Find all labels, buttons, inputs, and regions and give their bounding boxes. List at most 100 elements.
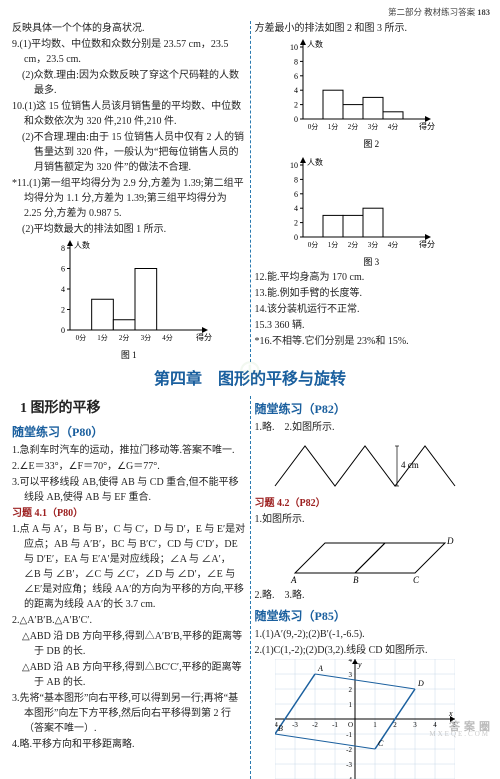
q12: 12.能.平均身高为 170 cm. [255, 270, 489, 285]
svg-text:人数: 人数 [307, 39, 323, 49]
r-r1: 1.略. 2.如图所示. [255, 420, 489, 435]
svg-text:2: 2 [294, 219, 298, 228]
chart-2: 0246810人数0分1分2分3分4分得分 [275, 37, 435, 137]
suitang-p82: 随堂练习（P82） [255, 400, 489, 418]
svg-text:0分: 0分 [307, 240, 318, 249]
coordinate-grid: -4-3-2-112345-4-3-2-11234xyOABCD [275, 659, 455, 779]
section-name: 图形的平移 [31, 401, 101, 416]
lower-left-col: 1 图形的平移 随堂练习（P80） 1.急刹车时汽车的运动，推拉门移动等.答案不… [8, 396, 250, 779]
zigzag-label: 4 cm [401, 460, 419, 470]
svg-text:1分: 1分 [97, 333, 108, 342]
svg-text:2: 2 [393, 721, 397, 729]
svg-text:y: y [357, 660, 362, 669]
page-header: 第二部分 教材练习答案 183 [0, 0, 500, 21]
q10-1: 10.(1)这 15 位销售人员该月销售量的平均数、中位数和众数依次为 320 … [12, 99, 246, 129]
suitang-p80: 随堂练习（P80） [12, 423, 246, 441]
svg-text:O: O [348, 721, 353, 729]
parallelogram-figure: A B C D [265, 528, 465, 588]
variance-intro: 方差最小的排法如图 2 和图 3 所示. [255, 21, 489, 36]
q14: 14.该分装机运行不正常. [255, 302, 489, 317]
svg-text:C: C [413, 575, 420, 585]
svg-text:2分: 2分 [347, 240, 358, 249]
q11-1: *11.(1)第一组平均得分为 2.9 分,方差为 1.39;第二组平均得分为 … [12, 176, 246, 221]
l-t1: 1.点 A 与 A′，B 与 B′，C 与 C′，D 与 D′，E 与 E′是对… [12, 522, 246, 612]
svg-text:1分: 1分 [327, 240, 338, 249]
svg-text:2分: 2分 [347, 122, 358, 131]
svg-text:0: 0 [61, 326, 65, 335]
svg-text:0: 0 [294, 115, 298, 124]
part-label: 第二部分 [388, 7, 422, 17]
svg-text:2分: 2分 [119, 333, 129, 342]
svg-text:8: 8 [61, 244, 65, 253]
l-t3: 3.先将“基本图形”向右平移,可以得到另一行;再将“基本图形”向左下方平移,然后… [12, 691, 246, 736]
svg-text:B: B [278, 724, 283, 733]
l-t2: 2.△A′B′B.△A′B′C′. [12, 613, 246, 628]
page-number: 183 [477, 7, 490, 17]
r-r3: 2.略. 3.略. [255, 588, 489, 603]
r-r5: 2.(1)C(1,-2);(2)D(3,2).线段 CD 如图所示. [255, 643, 489, 658]
l-t2b: △ABD 沿 AB 方向平移,得到△BC′C′,平移的距离等于 AB 的长. [12, 660, 246, 690]
q10-2: (2)不合理.理由:由于 15 位销售人员中仅有 2 人的销售量达到 320 件… [12, 130, 246, 175]
svg-text:-1: -1 [332, 721, 338, 729]
q9-2: (2)众数.理由:因为众数反映了穿这个尺码鞋的人数最多. [12, 68, 246, 98]
svg-text:4: 4 [61, 285, 65, 294]
q13: 13.能.例如手臂的长度等. [255, 286, 489, 301]
r-r4: 1.(1)A′(9,-2);(2)B′(-1,-6.5). [255, 627, 489, 642]
svg-text:6: 6 [294, 190, 298, 199]
title-label: 教材练习答案 [424, 7, 475, 17]
svg-text:3分: 3分 [141, 333, 152, 342]
svg-text:2: 2 [61, 305, 65, 314]
svg-text:3: 3 [348, 671, 352, 679]
svg-text:-2: -2 [346, 746, 352, 754]
svg-text:D: D [446, 536, 454, 546]
svg-text:4: 4 [294, 86, 298, 95]
reflect-line: 反映具体一个个体的身高状况. [12, 21, 246, 36]
svg-text:4分: 4分 [162, 333, 173, 342]
xiti-42: 习题 4.2（P82） [255, 496, 489, 511]
chart1-caption: 图 1 [12, 349, 246, 363]
q16: *16.不相等.它们分别是 23%和 15%. [255, 334, 489, 349]
svg-text:-1: -1 [346, 731, 352, 739]
xiti-41: 习题 4.1（P80） [12, 506, 246, 521]
svg-text:A: A [317, 664, 323, 673]
svg-text:0分: 0分 [307, 122, 318, 131]
svg-text:4: 4 [294, 204, 298, 213]
svg-text:2: 2 [348, 686, 352, 694]
svg-text:0分: 0分 [76, 333, 87, 342]
q11-2: (2)平均数最大的排法如图 1 所示. [12, 222, 246, 237]
l-t2a: △ABD 沿 DB 方向平移,得到△A′B′B,平移的距离等于 DB 的长. [12, 629, 246, 659]
svg-text:0: 0 [294, 233, 298, 242]
l-l3: 3.可以平移线段 AB,使得 AB 与 CD 重合,但不能平移线段 AB,使得 … [12, 475, 246, 505]
r-r2: 1.如图所示. [255, 512, 489, 527]
section-title: 1 图形的平移 [20, 398, 246, 419]
q9-1: 9.(1)平均数、中位数和众数分别是 23.57 cm，23.5 cm，23.5… [12, 37, 246, 67]
svg-text:8: 8 [294, 176, 298, 185]
svg-text:B: B [353, 575, 359, 585]
zigzag-figure: 4 cm [265, 436, 465, 496]
svg-text:4分: 4分 [387, 122, 398, 131]
chart3-caption: 图 3 [255, 256, 489, 270]
svg-text:人数: 人数 [74, 240, 90, 250]
chapter-title: 第四章 图形的平移与旋转 [0, 368, 500, 392]
upper-block: 反映具体一个个体的身高状况. 9.(1)平均数、中位数和众数分别是 23.57 … [0, 21, 500, 363]
svg-text:D: D [417, 679, 424, 688]
l-l2: 2.∠E＝33°，∠F＝70°，∠G＝77°. [12, 459, 246, 474]
suitang-p85: 随堂练习（P85） [255, 607, 489, 625]
svg-text:10: 10 [290, 161, 298, 170]
svg-text:1: 1 [348, 701, 352, 709]
svg-text:8: 8 [294, 57, 298, 66]
section-num: 1 [20, 401, 27, 416]
upper-left-col: 反映具体一个个体的身高状况. 9.(1)平均数、中位数和众数分别是 23.57 … [8, 21, 250, 363]
svg-text:1: 1 [373, 721, 377, 729]
svg-text:得分: 得分 [196, 332, 212, 342]
svg-text:3分: 3分 [367, 240, 378, 249]
svg-text:得分: 得分 [419, 239, 435, 249]
q15: 15.3 360 辆. [255, 318, 489, 333]
svg-text:4分: 4分 [387, 240, 398, 249]
upper-right-col: 方差最小的排法如图 2 和图 3 所示. 0 2 4 6 8 10 人数 0分 1分 2分 3分 4分… [251, 21, 493, 363]
l-l1: 1.急刹车时汽车的运动，推拉门移动等.答案不唯一. [12, 443, 246, 458]
l-t4: 4.略.平移方向和平移距离略. [12, 737, 246, 752]
svg-text:2: 2 [294, 100, 298, 109]
svg-text:-3: -3 [346, 761, 352, 769]
svg-text:6: 6 [61, 264, 65, 273]
